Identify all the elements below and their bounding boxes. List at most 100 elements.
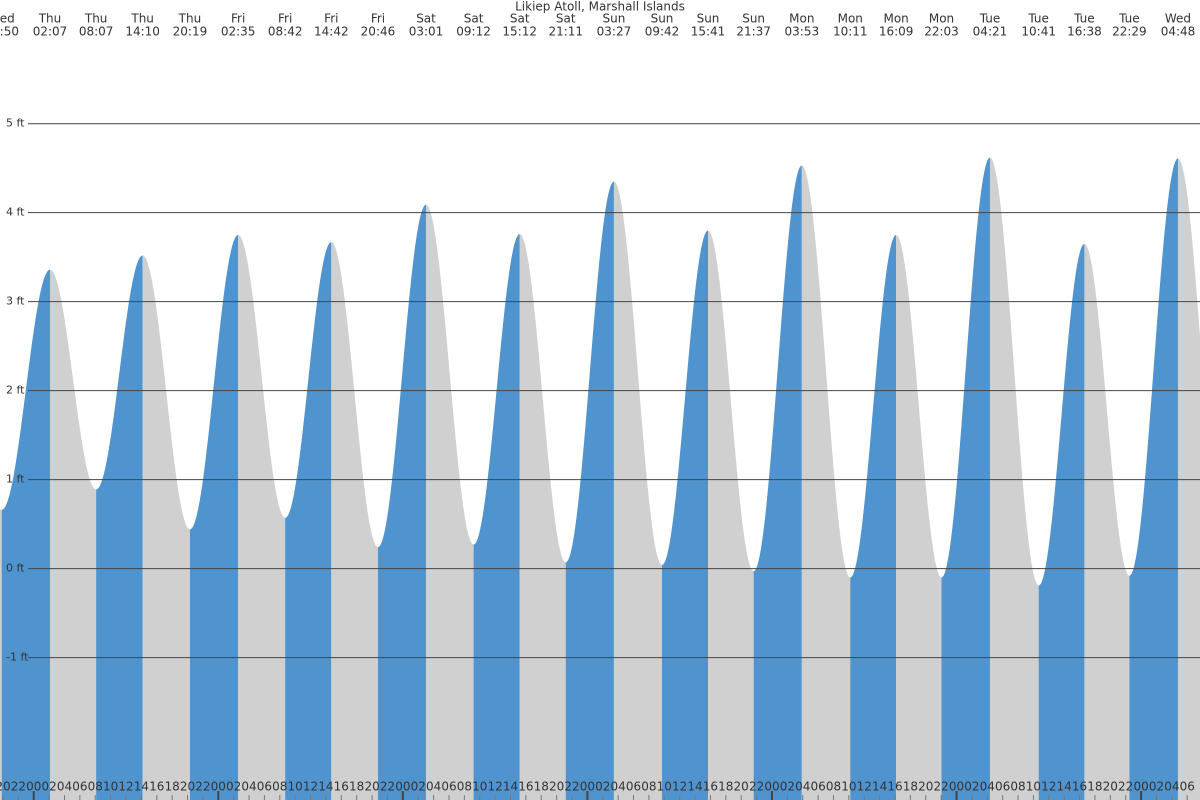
extreme-time: 19:50 <box>0 25 19 39</box>
x-tick-label: 20 <box>734 780 749 794</box>
tide-fall <box>613 181 662 800</box>
tide-fall <box>708 230 754 800</box>
x-tick-label: 20 <box>1103 780 1118 794</box>
x-tick-label: 04 <box>1164 780 1179 794</box>
extreme-time: 21:11 <box>548 25 583 39</box>
x-tick-label: 18 <box>534 780 549 794</box>
extreme-time: 09:42 <box>645 25 680 39</box>
extreme-day: Fri <box>231 12 245 26</box>
extreme-day: Mon <box>929 12 954 26</box>
extreme-time: 15:41 <box>691 25 726 39</box>
x-tick-label: 02 <box>226 780 241 794</box>
tide-rise <box>285 242 332 800</box>
x-tick-label: 06 <box>72 780 87 794</box>
tide-rise <box>189 234 239 800</box>
x-tick-label: 16 <box>334 780 349 794</box>
x-tick-label: 04 <box>611 780 626 794</box>
x-tick-label: 16 <box>887 780 902 794</box>
x-tick-label: 00 <box>949 780 964 794</box>
extreme-time: 20:46 <box>361 25 396 39</box>
x-tick-label: 12 <box>487 780 502 794</box>
extreme-day: Mon <box>789 12 814 26</box>
x-tick-label: 16 <box>1072 780 1087 794</box>
tide-fall <box>0 509 2 800</box>
x-tick-label: 10 <box>472 780 487 794</box>
extreme-day: Sat <box>510 12 530 26</box>
extreme-day: Thu <box>38 12 62 26</box>
x-tick-label: 02 <box>964 780 979 794</box>
tide-rise <box>565 181 614 800</box>
extreme-time: 21:37 <box>736 25 771 39</box>
x-tick-label: 12 <box>118 780 133 794</box>
x-tick-label: 20 <box>0 780 11 794</box>
extreme-day: Sat <box>556 12 576 26</box>
tide-fall <box>331 242 378 800</box>
x-tick-label: 04 <box>241 780 256 794</box>
x-tick-label: 16 <box>149 780 164 794</box>
x-tick-label: 14 <box>503 780 518 794</box>
x-tick-label: 06 <box>1180 780 1195 794</box>
tide-rise <box>377 204 427 800</box>
tide-fall <box>801 165 851 800</box>
tide-fall <box>1084 243 1130 800</box>
x-tick-label: 08 <box>1010 780 1025 794</box>
tide-rise <box>753 165 802 800</box>
x-tick-label: 20 <box>180 780 195 794</box>
x-tick-label: 14 <box>134 780 149 794</box>
extreme-day: Sun <box>651 12 674 26</box>
extreme-time: 04:21 <box>973 25 1008 39</box>
x-tick-label: 14 <box>687 780 702 794</box>
x-tick-label: 08 <box>641 780 656 794</box>
x-tick-label: 04 <box>980 780 995 794</box>
y-tick-label: 1 ft <box>6 473 25 486</box>
extreme-day: Sun <box>697 12 720 26</box>
extreme-day: Wed <box>1165 12 1191 26</box>
x-tick-label: 08 <box>272 780 287 794</box>
x-tick-label: 06 <box>441 780 456 794</box>
x-tick-label: 22 <box>195 780 210 794</box>
extreme-time: 14:42 <box>314 25 349 39</box>
extreme-time: 08:07 <box>79 25 114 39</box>
extreme-time: 16:09 <box>879 25 914 39</box>
extreme-day: Fri <box>278 12 292 26</box>
x-tick-label: 22 <box>380 780 395 794</box>
extreme-time: 03:01 <box>409 25 444 39</box>
extreme-time: 22:29 <box>1112 25 1147 39</box>
extreme-time: 22:03 <box>924 25 959 39</box>
x-tick-label: 02 <box>41 780 56 794</box>
x-tick-label: 02 <box>780 780 795 794</box>
tide-rise <box>96 255 143 800</box>
x-tick-label: 20 <box>549 780 564 794</box>
tide-rise <box>473 234 520 800</box>
x-tick-label: 12 <box>303 780 318 794</box>
extreme-day: Wed <box>0 12 15 26</box>
extreme-day: Thu <box>178 12 202 26</box>
tide-fall <box>142 255 190 800</box>
tide-fall <box>238 234 286 800</box>
y-tick-label: 4 ft <box>6 206 25 219</box>
extreme-time: 03:53 <box>785 25 820 39</box>
x-tick-label: 14 <box>872 780 887 794</box>
extreme-day: Tue <box>1027 12 1049 26</box>
extreme-day: Sat <box>464 12 484 26</box>
x-tick-label: 10 <box>103 780 118 794</box>
x-tick-label: 02 <box>411 780 426 794</box>
tide-rise <box>1038 243 1085 800</box>
tide-fall <box>519 234 566 800</box>
extreme-time: 03:27 <box>597 25 632 39</box>
extreme-time: 02:35 <box>221 25 256 39</box>
x-tick-label: 00 <box>211 780 226 794</box>
extreme-day: Sat <box>416 12 436 26</box>
x-tick-label: 08 <box>826 780 841 794</box>
extreme-day: Sun <box>603 12 626 26</box>
extreme-time: 09:12 <box>456 25 491 39</box>
x-tick-label: 22 <box>11 780 26 794</box>
x-tick-label: 08 <box>88 780 103 794</box>
y-tick-label: 2 ft <box>6 384 25 397</box>
x-tick-label: 08 <box>457 780 472 794</box>
x-tick-label: 10 <box>841 780 856 794</box>
extreme-time: 10:41 <box>1021 25 1056 39</box>
extreme-time: 04:48 <box>1161 25 1196 39</box>
extreme-day: Tue <box>979 12 1001 26</box>
